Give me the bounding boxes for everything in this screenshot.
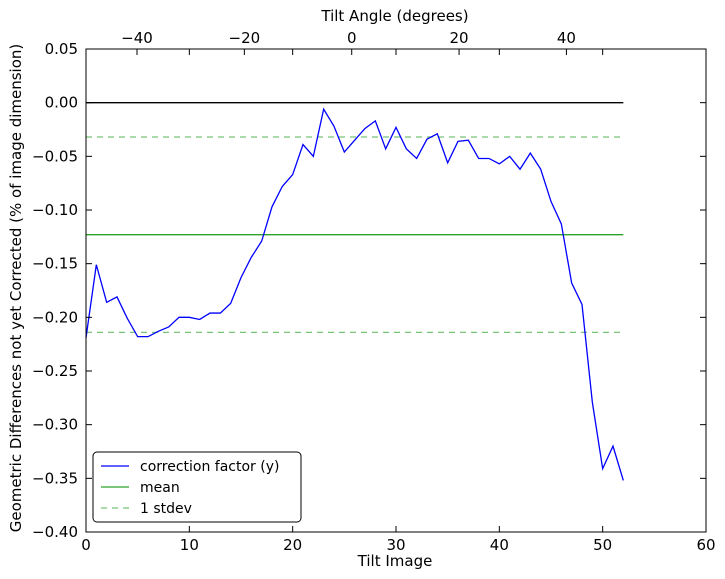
y-tick-label: −0.35: [32, 469, 78, 487]
x-tick-label: 30: [386, 536, 405, 554]
top-x-tick-label: 0: [347, 29, 357, 47]
y-tick-label: −0.05: [32, 147, 78, 165]
y-tick-label: −0.25: [32, 362, 78, 380]
x-tick-label: 20: [283, 536, 302, 554]
y-tick-label: −0.15: [32, 255, 78, 273]
top-x-tick-label: −20: [229, 29, 261, 47]
series-correction-factor-y-line: [85, 107, 624, 481]
x-tick-label: 50: [593, 536, 612, 554]
top-x-axis-label: Tilt Angle (degrees): [320, 7, 468, 25]
top-x-tick-label: 20: [450, 29, 469, 47]
legend-label: correction factor (y): [140, 459, 279, 475]
y-axis-label: Geometric Differences not yet Corrected …: [7, 44, 25, 533]
legend: correction factor (y) mean 1 stdev: [92, 451, 302, 523]
top-x-tick-label: −40: [121, 29, 153, 47]
x-tick-label: 40: [490, 536, 509, 554]
y-tick-label: 0.00: [45, 94, 78, 112]
y-tick-label: −0.10: [32, 201, 78, 219]
x-tick-label: 10: [180, 536, 199, 554]
legend-box: [92, 451, 302, 523]
x-axis-label: Tilt Image: [357, 552, 433, 570]
ticks: 0 10 20 30 40 50 60 −0.40 −0.35 −0.30 −0.25 −0.20 −0…: [32, 29, 716, 554]
y-tick-label: −0.30: [32, 416, 78, 434]
y-tick-label: 0.05: [45, 40, 78, 58]
legend-label: 1 stdev: [140, 501, 192, 517]
legend-label: mean: [140, 480, 180, 496]
y-tick-label: −0.20: [32, 308, 78, 326]
plot-lines: [85, 102, 624, 481]
x-tick-label: 60: [696, 536, 715, 554]
top-x-tick-label: 40: [557, 29, 576, 47]
x-tick-label: 0: [81, 536, 91, 554]
y-tick-label: −0.40: [32, 523, 78, 541]
